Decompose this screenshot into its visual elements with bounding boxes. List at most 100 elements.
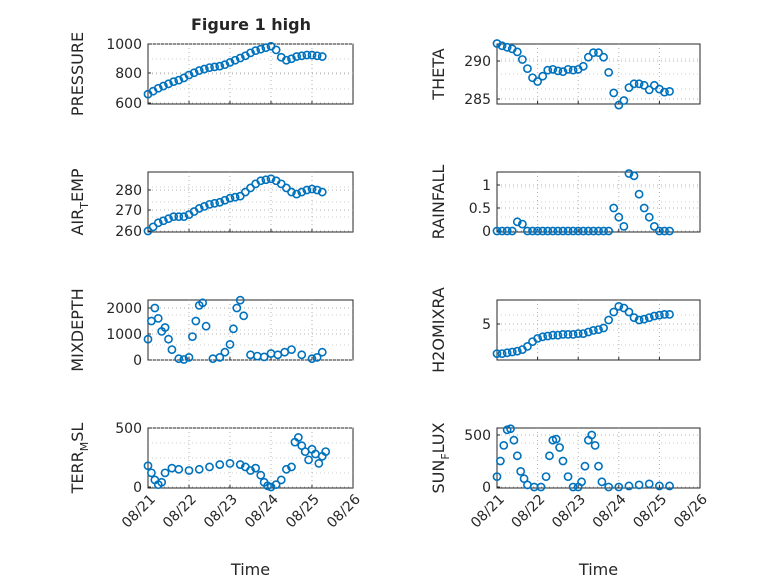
data-point xyxy=(583,327,593,337)
y-axis-label: AIRTEMP xyxy=(68,168,91,235)
x-axis-label: Time xyxy=(578,560,618,579)
data-point xyxy=(312,352,322,362)
axes-box xyxy=(147,427,354,489)
data-point xyxy=(538,332,548,342)
data-point xyxy=(502,42,512,52)
data-point xyxy=(179,355,189,364)
data-point xyxy=(158,216,168,226)
data-point xyxy=(543,331,553,341)
data-point xyxy=(599,226,608,236)
data-point xyxy=(153,83,163,93)
data-point xyxy=(604,315,614,325)
data-point xyxy=(517,219,527,229)
y-axis-label: THETA xyxy=(429,48,448,100)
y-tick-label: 1000 xyxy=(106,37,142,53)
data-point xyxy=(639,80,649,90)
data-point xyxy=(594,461,603,471)
data-point xyxy=(312,51,322,61)
data-point xyxy=(150,303,160,313)
data-point xyxy=(271,480,281,490)
data-point xyxy=(589,226,598,236)
data-point xyxy=(199,64,209,74)
data-point xyxy=(225,58,235,67)
data-point xyxy=(256,44,266,54)
data-point xyxy=(599,52,608,62)
data-point xyxy=(609,203,619,213)
data-point xyxy=(558,226,568,236)
data-point xyxy=(302,50,312,60)
data-point xyxy=(604,68,614,77)
data-point xyxy=(495,456,505,466)
data-point xyxy=(220,347,230,357)
data-point xyxy=(287,345,296,354)
data-point xyxy=(266,174,276,184)
data-point xyxy=(225,339,235,349)
data-point xyxy=(665,87,674,96)
data-point xyxy=(317,187,327,197)
data-point xyxy=(629,313,639,322)
axes-box xyxy=(496,299,701,361)
data-point xyxy=(634,79,644,89)
y-tick-label: 0 xyxy=(133,353,142,369)
data-point xyxy=(297,187,307,197)
data-point xyxy=(665,226,674,236)
data-point xyxy=(589,48,598,58)
data-point xyxy=(507,347,517,357)
data-point xyxy=(194,66,204,75)
data-point xyxy=(169,212,179,222)
data-point xyxy=(169,77,179,87)
data-point xyxy=(220,60,230,70)
data-point xyxy=(523,341,532,351)
y-tick-label: 0 xyxy=(482,480,491,496)
data-point xyxy=(548,64,558,74)
data-point xyxy=(164,79,173,89)
data-point xyxy=(655,226,664,236)
data-point xyxy=(660,226,669,236)
data-point xyxy=(256,176,266,186)
data-point xyxy=(292,52,302,61)
data-point xyxy=(188,332,197,341)
y-tick-label: 285 xyxy=(464,92,491,108)
data-point xyxy=(261,43,271,53)
data-point xyxy=(153,313,163,323)
data-point xyxy=(246,48,255,58)
x-axis-label: Time xyxy=(230,560,270,579)
y-axis-label: H2OMIXRA xyxy=(429,287,448,373)
data-point xyxy=(563,472,573,481)
data-point xyxy=(220,195,230,205)
data-point xyxy=(312,185,322,195)
data-point xyxy=(578,226,588,236)
data-point xyxy=(644,212,654,222)
data-point xyxy=(499,440,509,450)
data-point xyxy=(235,460,245,469)
data-point xyxy=(624,481,634,491)
data-point xyxy=(160,323,170,332)
data-point xyxy=(590,440,600,450)
y-axis-label: SUNFLUX xyxy=(429,422,452,493)
data-point xyxy=(266,482,276,492)
data-point xyxy=(153,218,163,228)
data-point xyxy=(174,212,184,222)
data-point xyxy=(516,466,526,476)
data-point xyxy=(644,479,654,489)
data-point xyxy=(558,456,568,466)
data-point xyxy=(147,468,156,478)
subplot-rainfall: 0 0.5 1 RAINFALL xyxy=(429,165,701,240)
data-point xyxy=(307,184,317,194)
data-point xyxy=(287,462,296,472)
data-point xyxy=(271,45,281,55)
y-tick-label: 0.5 xyxy=(469,201,491,217)
data-point xyxy=(259,352,269,362)
subplot-theta: 285 290 THETA xyxy=(429,39,701,110)
data-point xyxy=(215,352,225,362)
data-point xyxy=(649,311,659,321)
data-point xyxy=(276,475,286,485)
data-point xyxy=(502,226,512,236)
data-point xyxy=(538,71,548,81)
data-point xyxy=(639,314,649,324)
data-point xyxy=(533,333,542,343)
data-point xyxy=(287,54,296,64)
data-point xyxy=(583,226,593,236)
data-point xyxy=(614,482,624,492)
